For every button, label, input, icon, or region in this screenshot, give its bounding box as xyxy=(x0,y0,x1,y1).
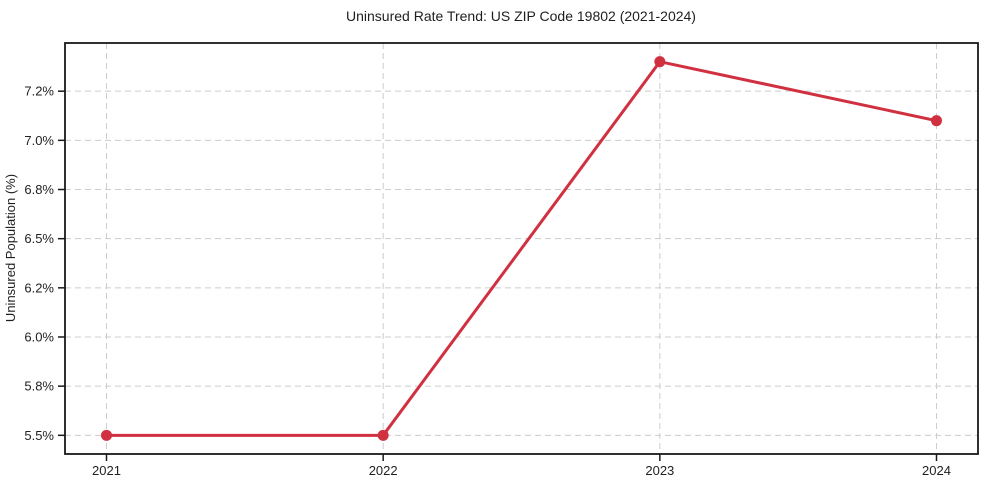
data-series xyxy=(101,56,942,441)
y-tick-label: 6.5% xyxy=(24,231,54,246)
y-tick-label: 7.2% xyxy=(24,84,54,99)
x-tick-label: 2022 xyxy=(369,463,398,478)
y-tick-label: 5.5% xyxy=(24,428,54,443)
gridlines xyxy=(65,43,978,454)
tick-labels: 5.5% 5.8% 6.0% 6.2% 6.5% 6.8% 7.0% 7.2% 2021 2022… xyxy=(24,84,951,478)
axes xyxy=(58,42,979,461)
y-axis-label: Uninsured Population (%) xyxy=(3,174,18,322)
data-point-marker xyxy=(377,429,389,441)
x-tick-label: 2023 xyxy=(645,463,674,478)
y-tick-label: 7.0% xyxy=(24,133,54,148)
x-tick-label: 2021 xyxy=(92,463,121,478)
y-tick-label: 6.0% xyxy=(24,329,54,344)
chart-title: Uninsured Rate Trend: US ZIP Code 19802 … xyxy=(346,8,696,24)
data-point-marker xyxy=(931,115,942,127)
y-tick-label: 6.2% xyxy=(24,280,54,295)
data-point-marker xyxy=(101,429,112,441)
plot-border xyxy=(64,42,979,455)
trend-line xyxy=(105,60,938,437)
data-point-marker xyxy=(654,56,666,68)
y-tick-label: 6.8% xyxy=(24,182,54,197)
x-tick-label: 2024 xyxy=(922,463,951,478)
y-tick-label: 5.8% xyxy=(24,379,54,394)
